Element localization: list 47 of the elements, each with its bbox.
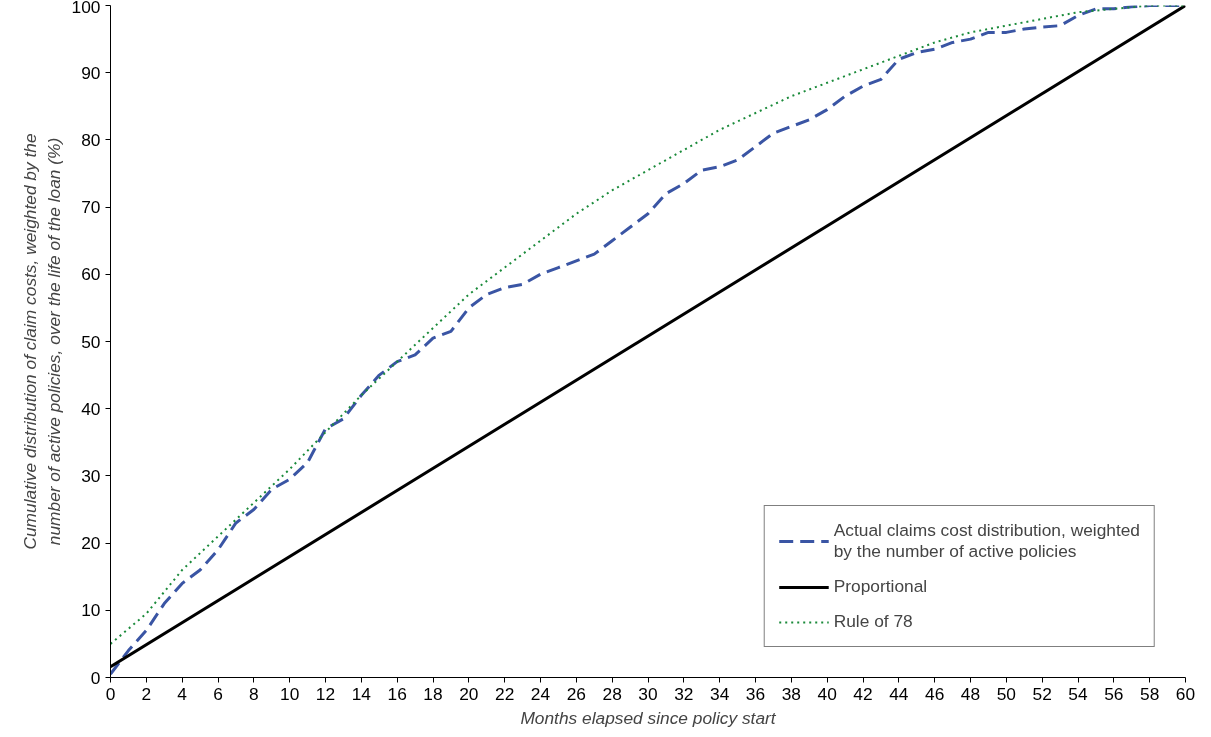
- y-tick-label: 70: [81, 197, 101, 218]
- x-axis-title: Months elapsed since policy start: [520, 707, 777, 728]
- x-tick-label: 2: [141, 683, 152, 704]
- y-tick-label: 50: [81, 331, 101, 352]
- x-tick-label: 24: [530, 683, 551, 704]
- x-tick-label: 42: [853, 683, 873, 704]
- x-tick-label: 60: [1175, 683, 1196, 704]
- y-tick-label: 60: [81, 264, 101, 285]
- x-tick-label: 12: [315, 683, 336, 704]
- y-tick-label: 80: [81, 129, 101, 150]
- x-tick-label: 56: [1104, 683, 1124, 704]
- y-tick-label: 100: [71, 0, 101, 17]
- x-tick-label: 16: [387, 683, 407, 704]
- x-tick-label: 54: [1068, 683, 1088, 704]
- x-tick-label: 34: [710, 683, 730, 704]
- y-tick-label: 0: [90, 667, 101, 688]
- y-tick-label: 20: [81, 533, 101, 554]
- x-tick-label: 58: [1140, 683, 1160, 704]
- x-tick-label: 40: [817, 683, 837, 704]
- x-tick-label: 20: [459, 683, 479, 704]
- x-tick-label: 38: [781, 683, 801, 704]
- x-tick-label: 4: [177, 683, 188, 704]
- x-tick-label: 0: [105, 683, 116, 704]
- y-tick-label: 90: [81, 62, 101, 83]
- y-axis-title: Cumulative distribution of claim costs, weighted by the number of active policies, over the life of the loan (%): [19, 133, 64, 550]
- x-tick-label: 48: [960, 683, 981, 704]
- y-tick-label: 40: [81, 398, 101, 419]
- legend-label: Actual claims cost distribution, weighted by the number of active policies: [833, 520, 1140, 562]
- x-tick-label: 36: [745, 683, 766, 704]
- x-tick-label: 46: [925, 683, 945, 704]
- y-tick-label: 30: [81, 465, 101, 486]
- x-tick-label: 50: [996, 683, 1016, 704]
- legend-label: Rule of 78: [833, 611, 913, 632]
- x-tick-label: 22: [495, 683, 515, 704]
- x-tick-label: 30: [638, 683, 658, 704]
- y-tick-label: 10: [81, 600, 101, 621]
- x-tick-label: 6: [213, 683, 223, 704]
- x-tick-label: 14: [351, 683, 372, 704]
- x-tick-label: 18: [423, 683, 443, 704]
- x-tick-label: 44: [889, 683, 909, 704]
- x-tick-label: 52: [1032, 683, 1052, 704]
- x-tick-label: 26: [566, 683, 586, 704]
- legend-label: Proportional: [833, 576, 928, 597]
- x-tick-label: 10: [280, 683, 300, 704]
- x-tick-label: 32: [674, 683, 694, 704]
- x-tick-label: 28: [602, 683, 622, 704]
- x-tick-label: 8: [249, 683, 259, 704]
